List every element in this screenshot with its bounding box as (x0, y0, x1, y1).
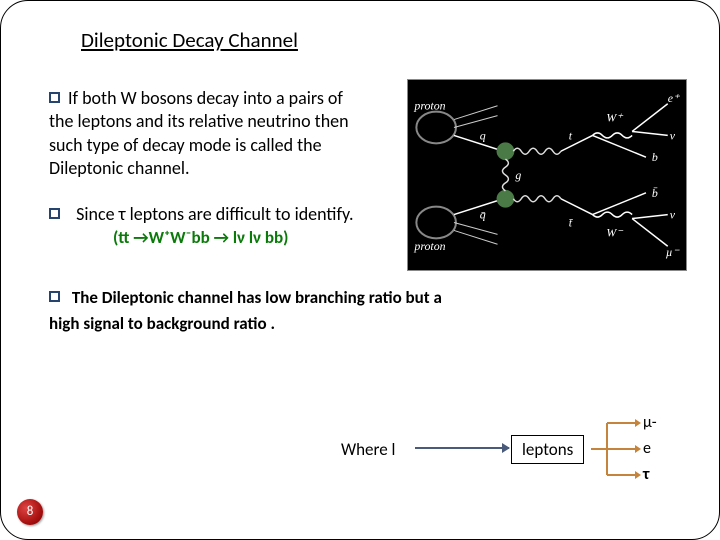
decay-formula: (tt →W⁺W⁻bb → lν lν bb) (113, 227, 288, 248)
label-proton2: proton (413, 239, 445, 253)
label-g: g (515, 168, 521, 182)
lepton-mu: µ- (643, 413, 657, 432)
label-qbar: q̄ (480, 208, 486, 222)
arrow-icon (415, 447, 509, 449)
label-nu1: ν (670, 128, 676, 142)
bullet-square-icon (49, 92, 60, 103)
slide-title: Dileptonic Decay Channel (81, 27, 298, 53)
leptons-box: leptons (511, 435, 584, 464)
bullet-2: Since τ leptons are difficult to identif… (49, 203, 389, 250)
label-wminus: W⁻ (606, 225, 624, 239)
where-leptons: Where l leptons µ- e τ (341, 415, 701, 485)
label-t: t (569, 128, 573, 142)
label-wplus: W⁺ (606, 111, 624, 125)
page-number: 8 (17, 499, 43, 525)
bullet-3: The Dileptonic channel has low branching… (49, 285, 469, 336)
label-b: b (652, 150, 658, 164)
label-muminus: µ⁻ (666, 245, 681, 259)
label-bbar: b̄ (652, 186, 658, 200)
label-tbar: t̄ (569, 215, 573, 229)
lepton-tau: τ (643, 465, 649, 484)
bullet-square-icon (49, 208, 60, 219)
where-label: Where l (341, 439, 395, 460)
feynman-diagram: proton proton q q̄ g t t̄ W⁺ W⁻ b b̄ e⁺ … (407, 79, 687, 271)
bullet-1: If both W bosons decay into a pairs of t… (49, 87, 359, 181)
bullet-1-text: If both W bosons decay into a pairs of t… (49, 87, 349, 179)
bullet-square-icon (49, 291, 60, 302)
label-nu2: ν (670, 208, 676, 222)
bracket-icon (587, 417, 641, 481)
bullet-2-text: Since τ leptons are difficult to identif… (76, 203, 353, 225)
bullet-3-text: The Dileptonic channel has low branching… (49, 287, 442, 334)
label-eplus: e⁺ (668, 91, 681, 105)
lepton-e: e (643, 439, 651, 458)
label-q: q (480, 128, 486, 142)
label-proton1: proton (413, 99, 445, 113)
